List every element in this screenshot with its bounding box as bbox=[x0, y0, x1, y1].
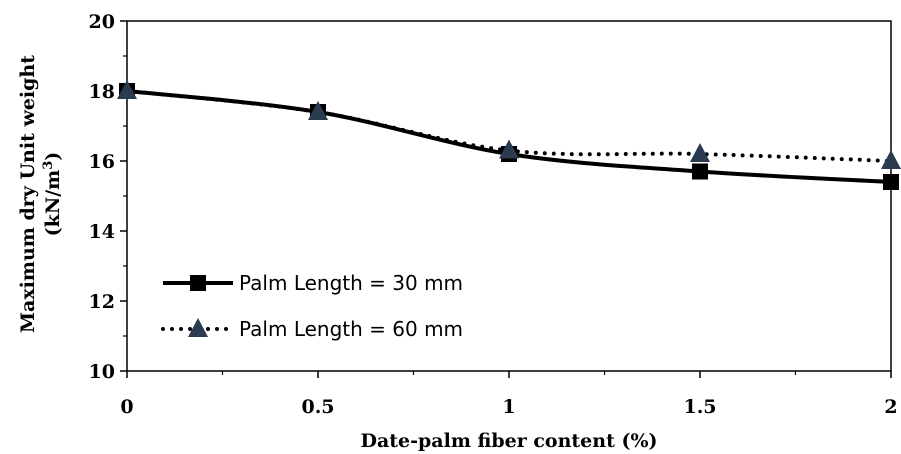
x-tick-label: 0 bbox=[120, 396, 133, 418]
series-2-point bbox=[690, 143, 710, 162]
x-axis-title: Date-palm fiber content (%) bbox=[360, 430, 657, 452]
y-axis-unit-suffix: ) bbox=[42, 152, 64, 161]
y-axis-title-line2: (kN/m3) bbox=[41, 152, 65, 237]
legend-label-1: Palm Length = 30 mm bbox=[239, 271, 463, 295]
y-tick-label: 10 bbox=[89, 361, 115, 383]
legend: Palm Length = 30 mm Palm Length = 60 mm bbox=[161, 271, 463, 341]
y-axis-unit-superscript: 3 bbox=[41, 161, 56, 170]
series-line-1 bbox=[126, 89, 892, 184]
x-tick-label: 1 bbox=[502, 396, 515, 418]
series-2-point bbox=[499, 139, 519, 159]
y-axis-unit-prefix: (kN/m bbox=[42, 170, 64, 237]
y-axis-title: Maximum dry Unit weight (kN/m3) bbox=[17, 55, 64, 333]
series-2-point bbox=[117, 80, 137, 99]
y-tick-label: 16 bbox=[89, 151, 115, 173]
y-axis-title-line1: Maximum dry Unit weight bbox=[17, 55, 39, 333]
series-1-point bbox=[692, 163, 708, 180]
y-tick-label: 20 bbox=[89, 11, 115, 33]
series-2-point bbox=[881, 150, 901, 169]
x-tick-label: 1.5 bbox=[683, 396, 716, 418]
legend-label-2: Palm Length = 60 mm bbox=[239, 317, 463, 341]
legend-marker-2 bbox=[188, 318, 208, 337]
series-1-point bbox=[883, 174, 899, 190]
y-tick-label: 18 bbox=[89, 81, 115, 103]
series-2-point bbox=[308, 101, 328, 120]
legend-marker-1 bbox=[190, 275, 206, 291]
y-tick-label: 14 bbox=[89, 221, 115, 243]
axes: 10 12 14 16 18 20 0 0.5 1 1.5 2 bbox=[89, 11, 898, 418]
series-layer bbox=[117, 80, 901, 190]
x-tick-label: 2 bbox=[884, 396, 897, 418]
x-tick-label: 0.5 bbox=[301, 396, 334, 418]
y-tick-label: 12 bbox=[89, 291, 115, 313]
